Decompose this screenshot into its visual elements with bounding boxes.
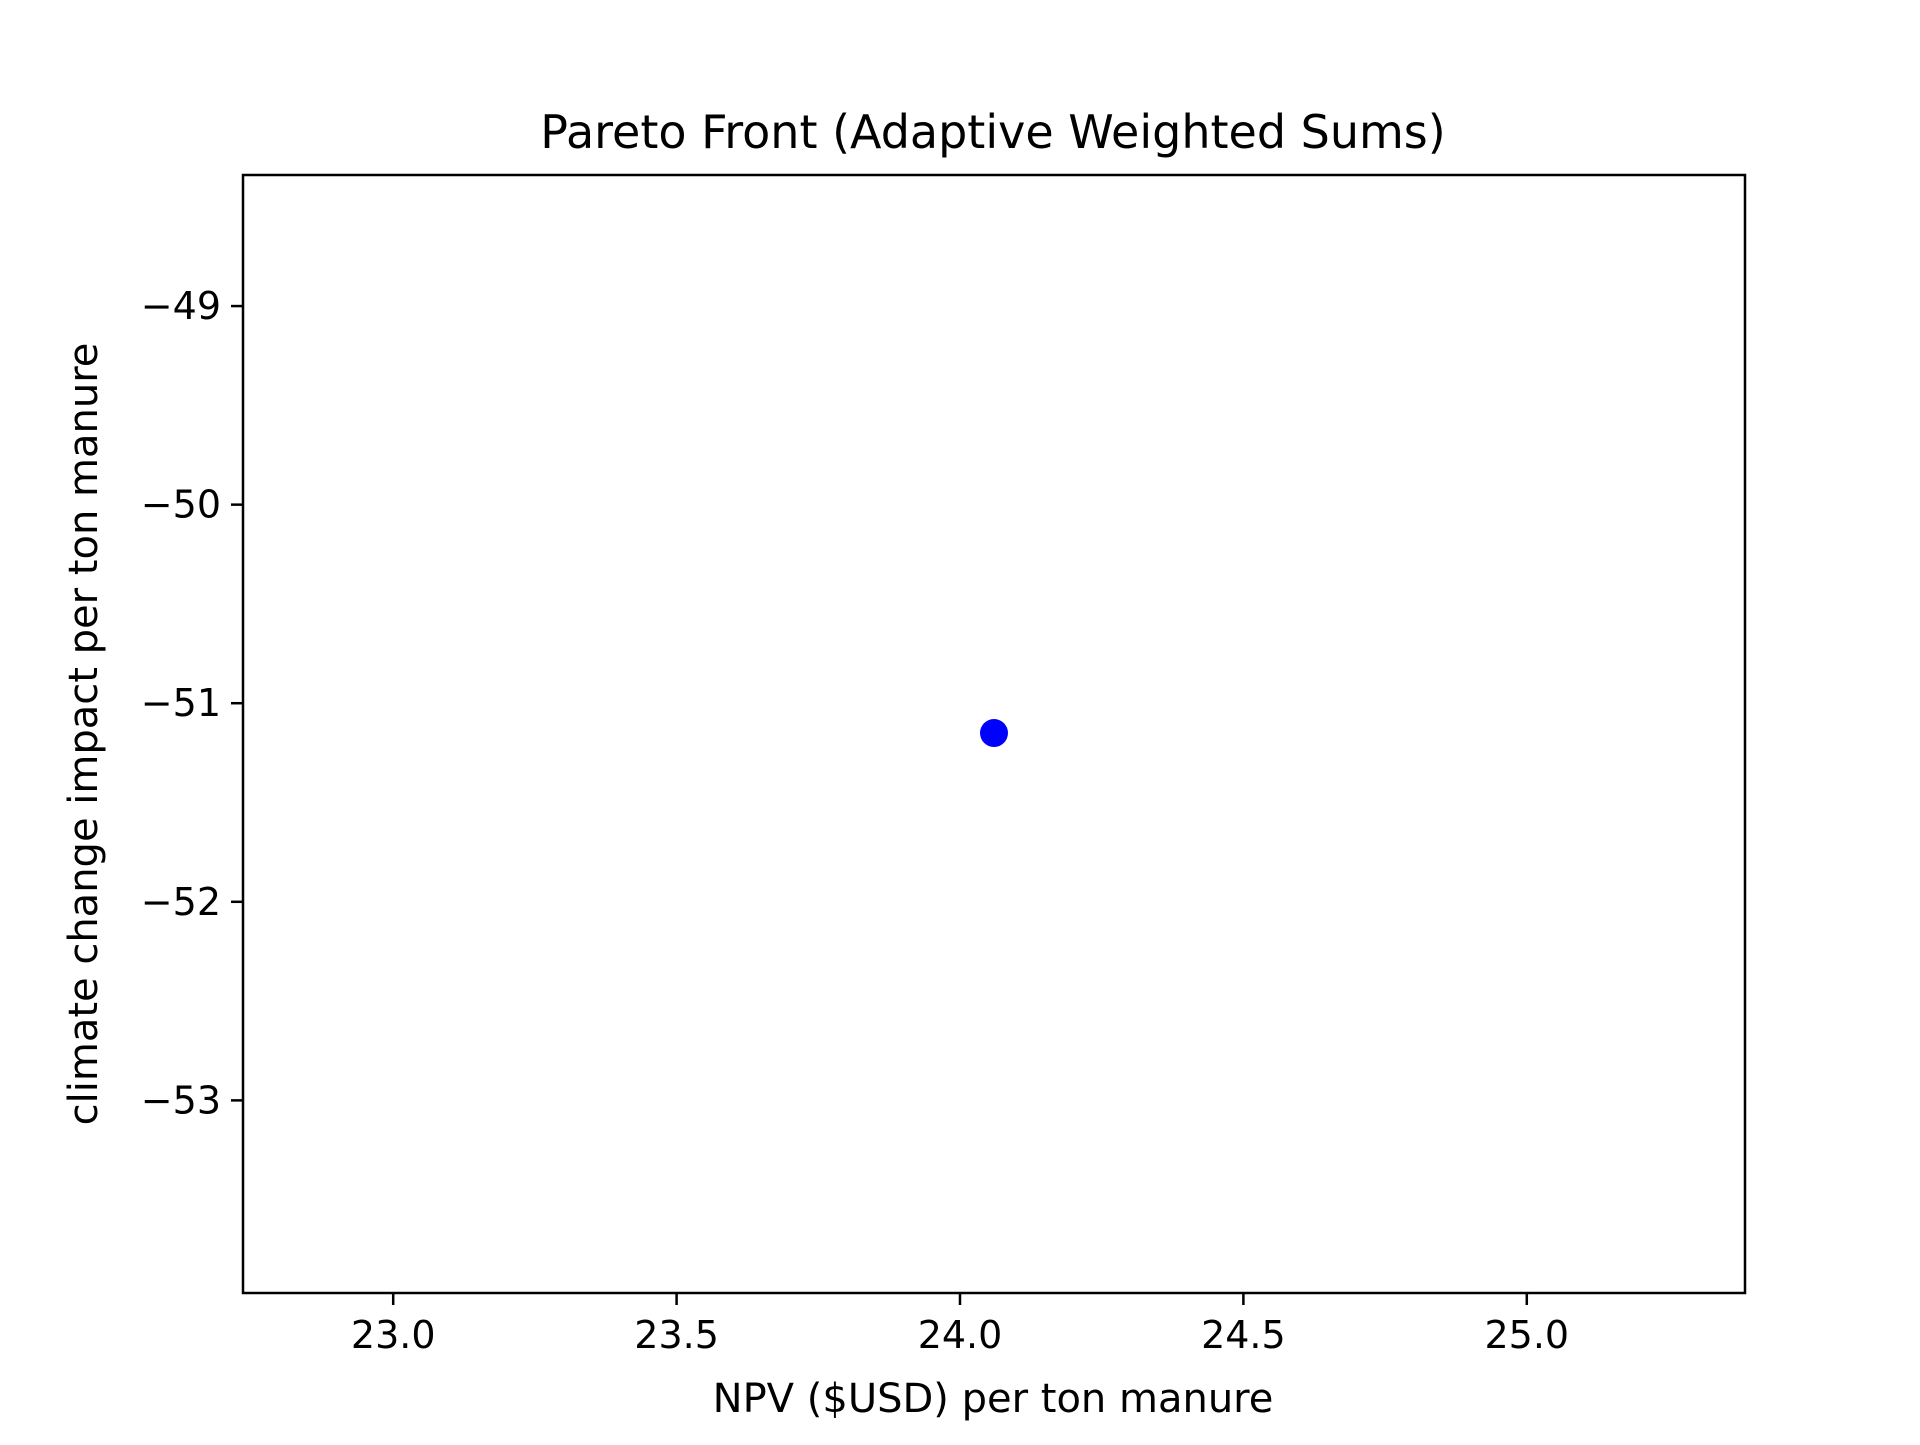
x-axis-label: NPV ($USD) per ton manure [713, 1376, 1274, 1422]
y-tick-label: −52 [141, 880, 221, 924]
x-tick-label: 25.0 [1484, 1313, 1569, 1357]
data-point [980, 719, 1008, 748]
chart-title: Pareto Front (Adaptive Weighted Sums) [540, 105, 1445, 159]
x-axis-ticks: 23.0 23.5 24.0 24.5 25.0 [351, 1293, 1569, 1357]
y-axis-label: climate change impact per ton manure [61, 343, 107, 1126]
y-tick-label: −49 [141, 284, 221, 328]
x-tick-label: 23.0 [351, 1313, 436, 1357]
scatter-points [980, 719, 1008, 748]
x-tick-label: 23.5 [634, 1313, 719, 1357]
y-tick-label: −51 [141, 681, 221, 725]
y-tick-label: −53 [141, 1078, 221, 1122]
x-tick-label: 24.5 [1201, 1313, 1286, 1357]
x-tick-label: 24.0 [918, 1313, 1003, 1357]
y-tick-label: −50 [141, 483, 221, 527]
y-axis-ticks: −49 −50 −51 −52 −53 [141, 284, 243, 1122]
plot-area-frame [241, 173, 1747, 1295]
